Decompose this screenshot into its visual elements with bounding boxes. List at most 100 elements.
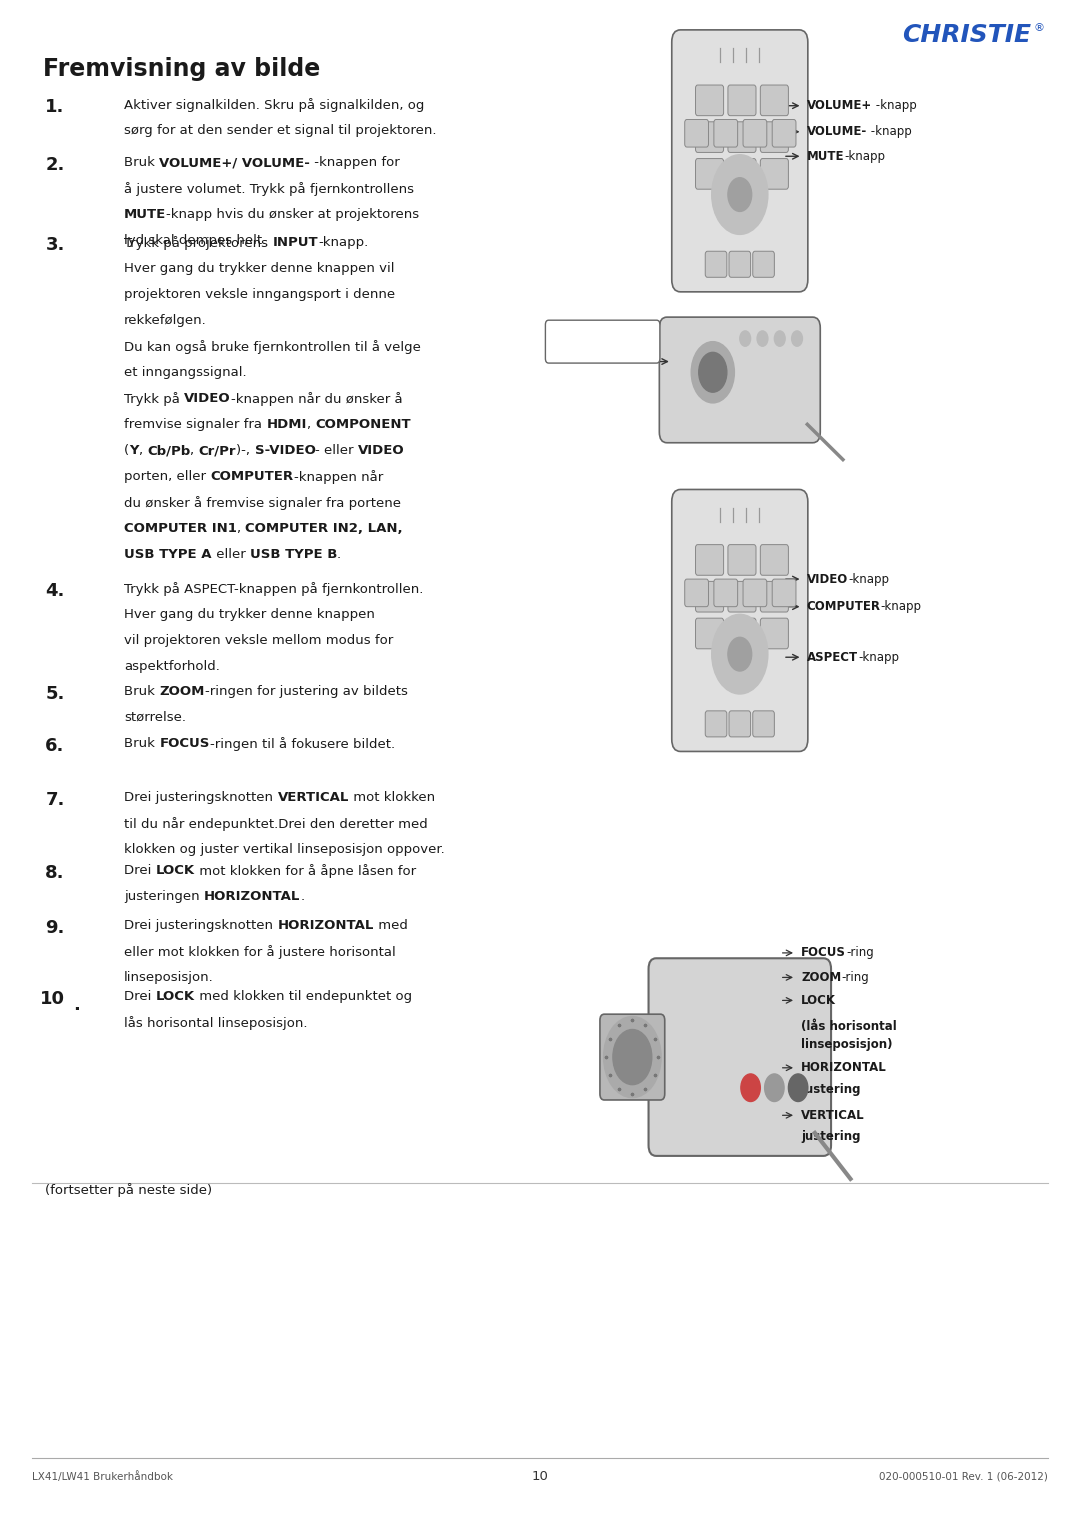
FancyBboxPatch shape: [743, 119, 767, 147]
Text: 9.: 9.: [45, 919, 65, 938]
Text: Trykk på: Trykk på: [124, 392, 185, 406]
Text: fremvise signaler fra: fremvise signaler fra: [124, 418, 267, 430]
Text: med klokken til endepunktet og: med klokken til endepunktet og: [195, 990, 413, 1002]
Text: -knappen når du ønsker å: -knappen når du ønsker å: [231, 392, 403, 406]
Circle shape: [712, 614, 768, 694]
FancyBboxPatch shape: [760, 159, 788, 188]
Text: .: .: [300, 890, 305, 902]
Text: LOCK: LOCK: [156, 990, 195, 1002]
FancyBboxPatch shape: [760, 123, 788, 152]
FancyBboxPatch shape: [729, 251, 751, 277]
Text: COMPONENT: COMPONENT: [315, 418, 410, 430]
Text: lyd skal dempes helt.: lyd skal dempes helt.: [124, 234, 267, 247]
Circle shape: [728, 178, 752, 211]
Text: VOLUME+: VOLUME+: [807, 100, 872, 112]
Text: 2.: 2.: [45, 156, 65, 175]
FancyBboxPatch shape: [696, 123, 724, 152]
Text: HORIZONTAL: HORIZONTAL: [278, 919, 374, 931]
Circle shape: [757, 331, 768, 346]
Text: (: (: [124, 444, 130, 457]
Text: mot klokken for å åpne låsen for: mot klokken for å åpne låsen for: [195, 864, 416, 878]
Text: klokken og juster vertikal linseposisjon oppover.: klokken og juster vertikal linseposisjon…: [124, 843, 445, 855]
Text: Bruk: Bruk: [124, 156, 160, 169]
FancyBboxPatch shape: [600, 1014, 664, 1100]
Text: 3.: 3.: [45, 236, 65, 254]
Text: MUTE: MUTE: [124, 208, 166, 221]
Text: ,: ,: [307, 418, 315, 430]
FancyBboxPatch shape: [696, 84, 724, 115]
Text: -ringen til å fokusere bildet.: -ringen til å fokusere bildet.: [210, 737, 395, 751]
FancyBboxPatch shape: [753, 251, 774, 277]
FancyBboxPatch shape: [545, 320, 660, 363]
Text: -knappen for: -knappen for: [310, 156, 400, 169]
Text: Cr/Pr: Cr/Pr: [199, 444, 237, 457]
Text: 10: 10: [40, 990, 65, 1008]
FancyBboxPatch shape: [685, 579, 708, 607]
Text: VOLUME-: VOLUME-: [807, 126, 867, 138]
Text: ,: ,: [139, 444, 147, 457]
Text: justering: justering: [801, 1083, 861, 1095]
FancyBboxPatch shape: [685, 119, 708, 147]
Text: Trykk på projektorens: Trykk på projektorens: [124, 236, 272, 250]
Text: INPUT: INPUT: [553, 336, 594, 348]
FancyBboxPatch shape: [728, 582, 756, 613]
Text: COMPUTER: COMPUTER: [807, 601, 881, 613]
Text: ZOOM: ZOOM: [160, 685, 205, 697]
Text: -knapp hvis du ønsker at projektorens: -knapp hvis du ønsker at projektorens: [166, 208, 419, 221]
Text: 10: 10: [531, 1471, 549, 1483]
Text: porten, eller: porten, eller: [124, 470, 211, 483]
Text: -knapp: -knapp: [594, 336, 635, 348]
Text: FOCUS: FOCUS: [160, 737, 210, 749]
Text: HORIZONTAL: HORIZONTAL: [801, 1062, 887, 1074]
Text: Bruk: Bruk: [124, 737, 160, 749]
Text: VOLUME+/ VOLUME-: VOLUME+/ VOLUME-: [160, 156, 310, 169]
Circle shape: [605, 1017, 661, 1097]
Text: linseposisjon): linseposisjon): [801, 1039, 893, 1051]
Text: (lås horisontal: (lås horisontal: [801, 1020, 897, 1033]
FancyBboxPatch shape: [772, 119, 796, 147]
Text: Drei: Drei: [124, 864, 156, 876]
Circle shape: [765, 1074, 784, 1102]
Text: lås horisontal linseposisjon.: lås horisontal linseposisjon.: [124, 1016, 308, 1030]
Text: Cb/Pb: Cb/Pb: [147, 444, 190, 457]
FancyBboxPatch shape: [714, 119, 738, 147]
Text: S-VIDEO: S-VIDEO: [255, 444, 315, 457]
Text: CHRISTIE: CHRISTIE: [902, 23, 1031, 47]
Text: VIDEO: VIDEO: [359, 444, 405, 457]
Text: et inngangssignal.: et inngangssignal.: [124, 366, 247, 378]
Text: Drei: Drei: [124, 990, 156, 1002]
FancyBboxPatch shape: [760, 84, 788, 115]
Text: 6.: 6.: [45, 737, 65, 755]
FancyBboxPatch shape: [753, 711, 774, 737]
Text: COMPUTER: COMPUTER: [211, 470, 294, 483]
Text: vil projektoren veksle mellom modus for: vil projektoren veksle mellom modus for: [124, 634, 393, 647]
FancyBboxPatch shape: [696, 619, 724, 650]
FancyBboxPatch shape: [649, 959, 832, 1155]
Text: 020-000510-01 Rev. 1 (06-2012): 020-000510-01 Rev. 1 (06-2012): [879, 1472, 1048, 1481]
Text: aspektforhold.: aspektforhold.: [124, 660, 220, 673]
Text: FOCUS: FOCUS: [801, 947, 847, 959]
Text: (fortsetter på neste side): (fortsetter på neste side): [45, 1183, 213, 1196]
Circle shape: [691, 342, 734, 403]
Text: Du kan også bruke fjernkontrollen til å velge: Du kan også bruke fjernkontrollen til å …: [124, 340, 421, 354]
Text: MUTE: MUTE: [807, 150, 845, 162]
Text: Aktiver signalkilden. Skru på signalkilden, og: Aktiver signalkilden. Skru på signalkild…: [124, 98, 424, 112]
Text: 8.: 8.: [45, 864, 65, 882]
FancyBboxPatch shape: [760, 545, 788, 576]
Circle shape: [774, 331, 785, 346]
FancyBboxPatch shape: [743, 579, 767, 607]
Text: å justere volumet. Trykk på fjernkontrollens: å justere volumet. Trykk på fjernkontrol…: [124, 182, 415, 196]
Text: .: .: [337, 548, 341, 561]
Circle shape: [728, 637, 752, 671]
FancyBboxPatch shape: [696, 159, 724, 188]
Circle shape: [712, 155, 768, 234]
Text: ,: ,: [190, 444, 199, 457]
Text: VIDEO: VIDEO: [807, 573, 848, 585]
Text: 7.: 7.: [45, 791, 65, 809]
Text: projektoren veksle inngangsport i denne: projektoren veksle inngangsport i denne: [124, 288, 395, 300]
Text: Y: Y: [130, 444, 139, 457]
Text: Drei justeringsknotten: Drei justeringsknotten: [124, 919, 278, 931]
Circle shape: [740, 331, 751, 346]
Text: VERTICAL: VERTICAL: [801, 1109, 865, 1121]
Text: Trykk på ASPECT-knappen på fjernkontrollen.: Trykk på ASPECT-knappen på fjernkontroll…: [124, 582, 423, 596]
